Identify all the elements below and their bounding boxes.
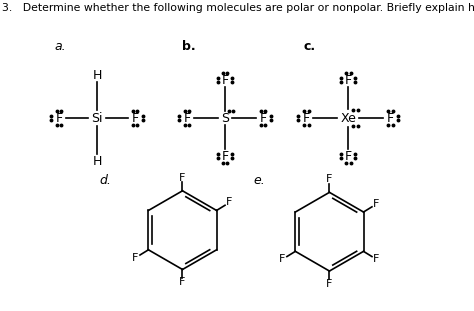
Text: e.: e. [254, 174, 265, 187]
Text: 3.   Determine whether the following molecules are polar or nonpolar. Briefly ex: 3. Determine whether the following molec… [2, 3, 474, 13]
Text: a.: a. [55, 40, 66, 53]
Text: d.: d. [100, 174, 111, 187]
Text: Si: Si [91, 112, 103, 125]
Text: F: F [221, 74, 229, 87]
Text: F: F [227, 197, 233, 207]
Text: F: F [345, 74, 352, 87]
Text: F: F [221, 150, 229, 163]
Text: F: F [183, 112, 191, 125]
Text: b.: b. [182, 40, 196, 53]
Text: S: S [221, 112, 229, 125]
Text: F: F [345, 150, 352, 163]
Text: F: F [260, 112, 267, 125]
Text: F: F [132, 253, 138, 263]
Text: F: F [179, 173, 186, 183]
Text: F: F [387, 112, 394, 125]
Text: F: F [374, 199, 380, 209]
Text: F: F [374, 254, 380, 264]
Text: F: F [326, 174, 333, 184]
Text: F: F [303, 112, 310, 125]
Text: F: F [132, 112, 139, 125]
Text: F: F [179, 277, 186, 287]
Text: F: F [279, 254, 285, 264]
Text: H: H [92, 69, 102, 82]
Text: Xe: Xe [340, 112, 356, 125]
Text: F: F [55, 112, 63, 125]
Text: F: F [326, 279, 333, 289]
Text: H: H [92, 155, 102, 168]
Text: c.: c. [303, 40, 316, 53]
